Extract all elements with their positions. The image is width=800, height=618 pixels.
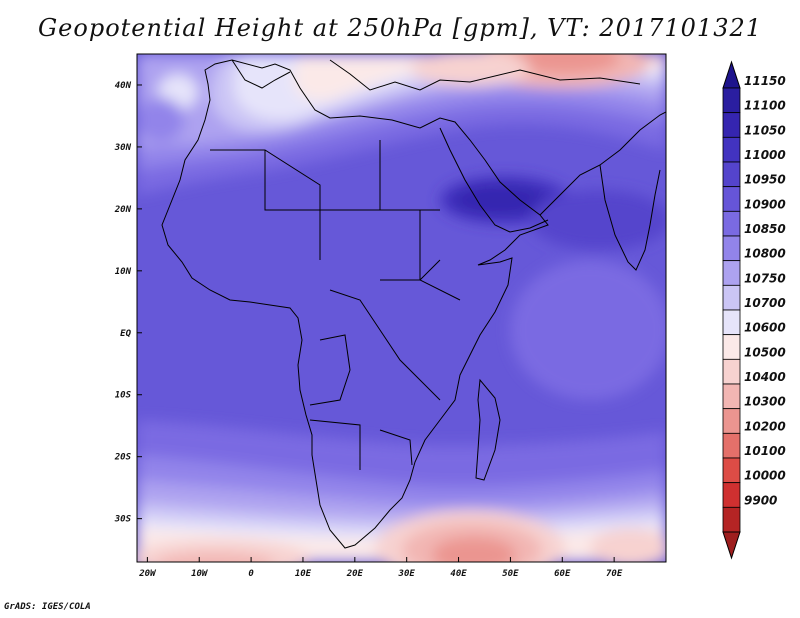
colorbar-top-arrow bbox=[722, 60, 741, 89]
colorbar-label: 11050 bbox=[744, 123, 786, 137]
colorbar-swatch bbox=[722, 210, 741, 237]
colorbar-bottom-arrow bbox=[722, 531, 741, 560]
height-field bbox=[137, 54, 666, 562]
colorbar-swatch bbox=[722, 482, 741, 508]
lon-tick-label: 10E bbox=[295, 569, 312, 579]
colorbar-label: 11150 bbox=[744, 74, 786, 88]
lon-tick-label: 20W bbox=[138, 569, 157, 579]
colorbar-swatch bbox=[722, 136, 741, 163]
colorbar-label: 10600 bbox=[744, 321, 786, 335]
colorbar-swatch bbox=[722, 506, 741, 533]
lat-tick-label: 10S bbox=[115, 391, 132, 401]
lat-tick-label: 30S bbox=[114, 515, 132, 525]
colorbar-swatch bbox=[722, 309, 741, 336]
lat-tick-label: 20N bbox=[114, 205, 132, 215]
lat-tick-label: 20S bbox=[114, 453, 132, 463]
colorbar-swatch bbox=[722, 112, 741, 138]
colorbar-swatch bbox=[722, 284, 741, 311]
lat-tick-label: EQ bbox=[120, 329, 131, 339]
colorbar-label: 10950 bbox=[744, 173, 786, 187]
colorbar-label: 9900 bbox=[744, 493, 777, 507]
lon-tick-label: 20E bbox=[346, 569, 364, 579]
longitude-ticks: 20W 10W 0 10E 20E 30E 40E 50E 60E 70E bbox=[138, 557, 623, 579]
colorbar-label: 10100 bbox=[744, 444, 786, 458]
colorbar-label: 10800 bbox=[744, 247, 786, 261]
colorbar-label: 10850 bbox=[744, 222, 786, 236]
lon-tick-label: 50E bbox=[502, 569, 519, 579]
lon-tick-label: 70E bbox=[606, 569, 623, 579]
latitude-ticks: 40N 30N 20N 10N EQ 10S 20S 30S bbox=[114, 81, 142, 525]
colorbar-swatch bbox=[722, 358, 741, 385]
colorbar-swatch bbox=[722, 186, 741, 212]
lat-tick-label: 30N bbox=[114, 143, 132, 153]
colorbar-swatch bbox=[722, 87, 741, 114]
lat-tick-label: 10N bbox=[115, 267, 132, 277]
colorbar-label: 10300 bbox=[744, 395, 786, 409]
colorbar-label: 10500 bbox=[744, 345, 786, 359]
colorbar-swatch bbox=[722, 235, 741, 262]
colorbar-label: 10750 bbox=[744, 271, 786, 285]
colorbar-swatch bbox=[722, 457, 741, 484]
colorbar-label: 10900 bbox=[744, 197, 786, 211]
colorbar-swatch bbox=[722, 383, 741, 410]
lon-tick-label: 40E bbox=[450, 569, 467, 579]
lon-tick-label: 10W bbox=[191, 569, 209, 579]
lat-tick-label: 40N bbox=[115, 81, 132, 91]
colorbar-swatch bbox=[722, 334, 741, 360]
lon-tick-label: 30E bbox=[398, 569, 416, 579]
chart-title: Geopotential Height at 250hPa [gpm], VT:… bbox=[38, 14, 762, 42]
colorbar-label: 10700 bbox=[744, 296, 786, 310]
colorbar-label: 10400 bbox=[744, 370, 786, 384]
colorbar-swatch bbox=[722, 260, 741, 286]
lon-tick-label: 60E bbox=[554, 569, 571, 579]
plot-frame bbox=[136, 53, 667, 563]
colorbar-swatch bbox=[722, 408, 741, 434]
colorbar-swatch bbox=[722, 432, 741, 459]
colorbar-label: 10000 bbox=[744, 469, 786, 483]
lon-tick-label: 0 bbox=[248, 569, 254, 579]
colorbar-label: 11000 bbox=[744, 148, 786, 162]
colorbar-label: 10200 bbox=[744, 419, 786, 433]
grads-credit: GrADS: IGES/COLA bbox=[4, 602, 91, 612]
colorbar: 11150 11100 11050 11000 10950 10900 10850 10800… bbox=[722, 60, 786, 560]
colorbar-swatch bbox=[722, 161, 741, 188]
coastlines bbox=[161, 59, 666, 549]
colorbar-label: 11100 bbox=[744, 99, 786, 113]
